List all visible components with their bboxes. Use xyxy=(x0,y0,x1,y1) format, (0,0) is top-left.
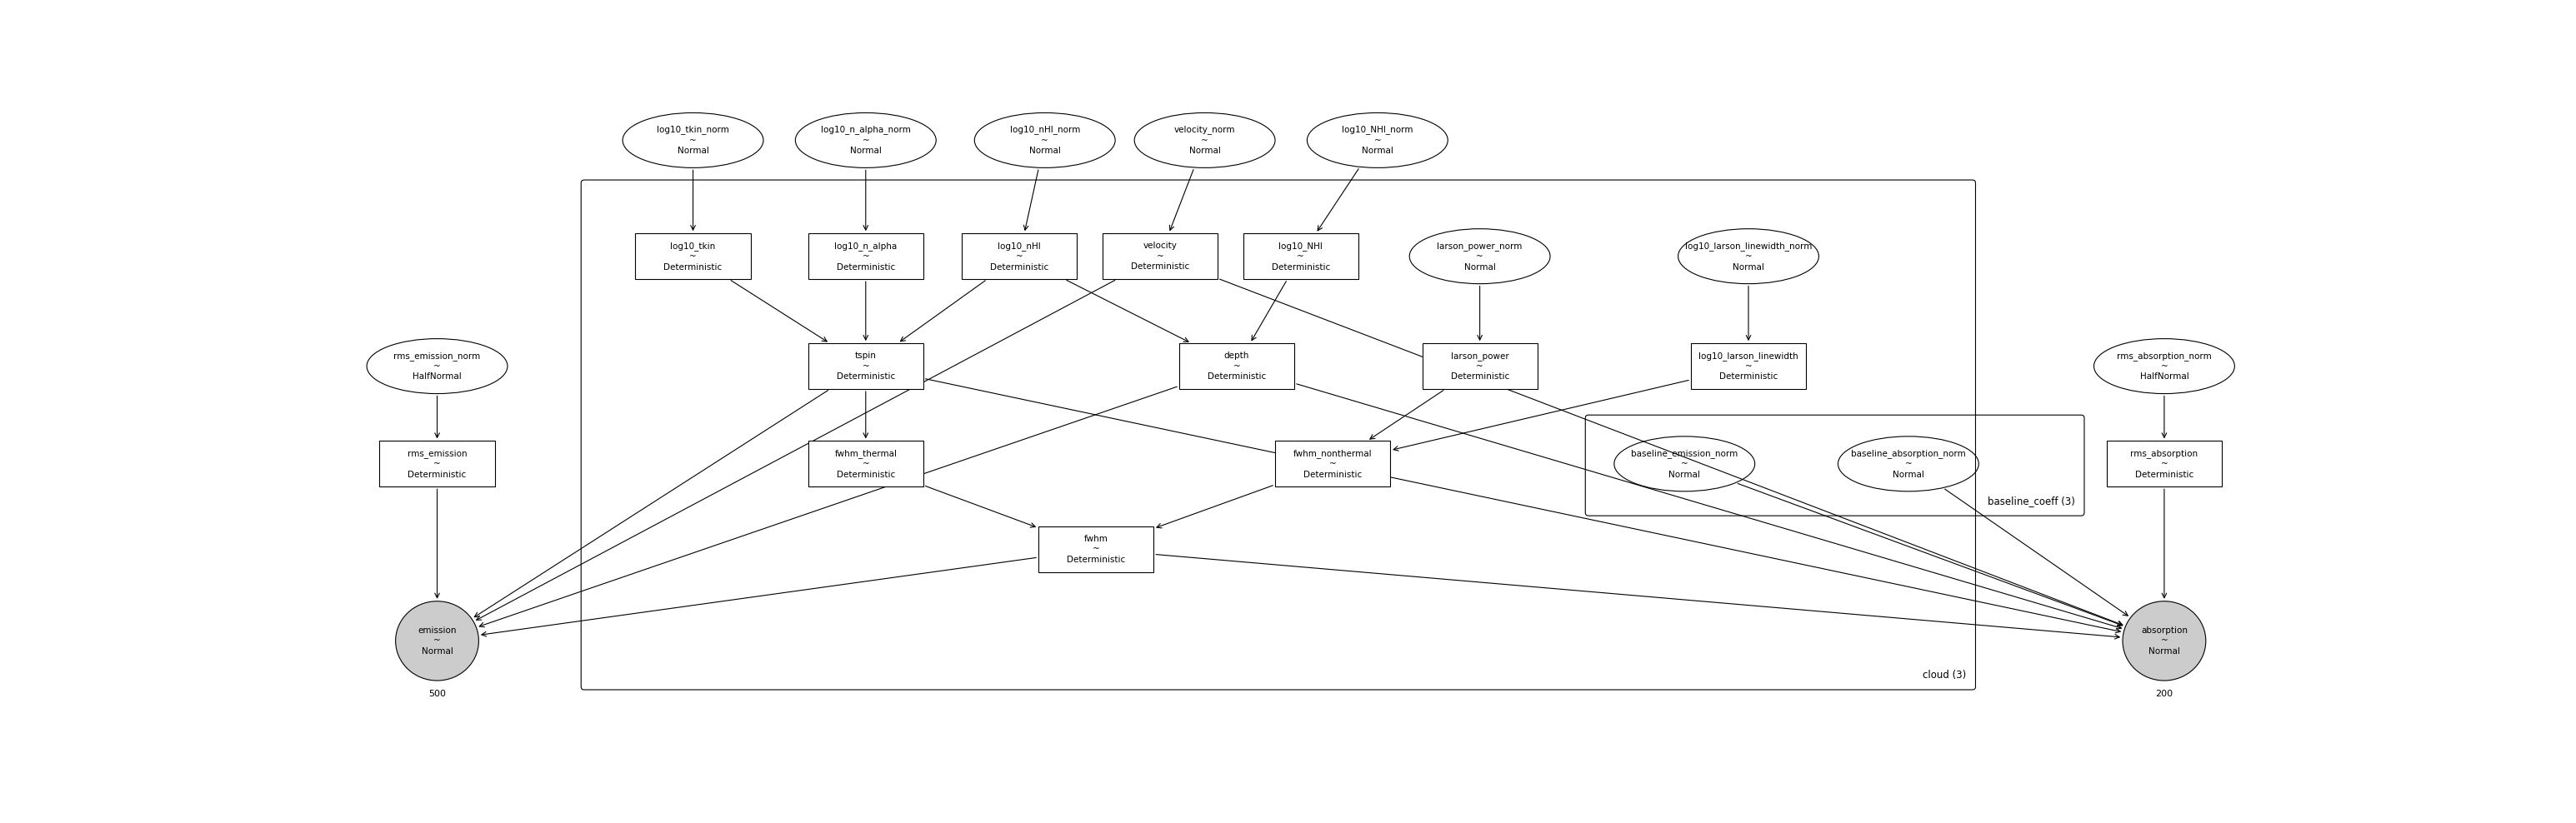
Text: log10_tkin
~
Deterministic: log10_tkin ~ Deterministic xyxy=(665,241,721,271)
Text: 200: 200 xyxy=(2156,690,2174,698)
Text: log10_larson_linewidth_norm
~
Normal: log10_larson_linewidth_norm ~ Normal xyxy=(1685,241,1811,271)
Text: cloud (3): cloud (3) xyxy=(1922,670,1965,681)
FancyBboxPatch shape xyxy=(1244,234,1358,279)
FancyBboxPatch shape xyxy=(1180,343,1293,389)
Text: depth
~
Deterministic: depth ~ Deterministic xyxy=(1208,351,1265,381)
Text: baseline_emission_norm
~
Normal: baseline_emission_norm ~ Normal xyxy=(1631,449,1739,479)
FancyBboxPatch shape xyxy=(636,234,750,279)
Text: log10_NHI
~
Deterministic: log10_NHI ~ Deterministic xyxy=(1273,241,1329,271)
Text: baseline_coeff (3): baseline_coeff (3) xyxy=(1986,495,2074,507)
Text: log10_nHI
~
Deterministic: log10_nHI ~ Deterministic xyxy=(989,241,1048,271)
Circle shape xyxy=(2123,602,2205,681)
Text: larson_power
~
Deterministic: larson_power ~ Deterministic xyxy=(1450,351,1510,381)
FancyBboxPatch shape xyxy=(809,343,922,389)
Text: log10_nHI_norm
~
Normal: log10_nHI_norm ~ Normal xyxy=(1010,125,1079,156)
Text: fwhm
~
Deterministic: fwhm ~ Deterministic xyxy=(1066,535,1126,564)
Text: log10_tkin_norm
~
Normal: log10_tkin_norm ~ Normal xyxy=(657,125,729,156)
Text: fwhm_nonthermal
~
Deterministic: fwhm_nonthermal ~ Deterministic xyxy=(1293,449,1373,479)
Text: velocity
~
Deterministic: velocity ~ Deterministic xyxy=(1131,242,1190,271)
FancyBboxPatch shape xyxy=(809,441,922,486)
Text: 500: 500 xyxy=(428,690,446,698)
FancyBboxPatch shape xyxy=(1422,343,1538,389)
FancyBboxPatch shape xyxy=(809,234,922,279)
Text: velocity_norm
~
Normal: velocity_norm ~ Normal xyxy=(1175,125,1236,156)
Text: log10_n_alpha
~
Deterministic: log10_n_alpha ~ Deterministic xyxy=(835,241,896,271)
Text: larson_power_norm
~
Normal: larson_power_norm ~ Normal xyxy=(1437,241,1522,271)
Circle shape xyxy=(397,602,479,681)
Text: baseline_absorption_norm
~
Normal: baseline_absorption_norm ~ Normal xyxy=(1852,449,1965,479)
Text: fwhm_thermal
~
Deterministic: fwhm_thermal ~ Deterministic xyxy=(835,449,896,479)
Text: log10_NHI_norm
~
Normal: log10_NHI_norm ~ Normal xyxy=(1342,125,1414,156)
Text: rms_emission
~
Deterministic: rms_emission ~ Deterministic xyxy=(407,449,466,479)
FancyBboxPatch shape xyxy=(1038,527,1154,572)
FancyBboxPatch shape xyxy=(1275,441,1391,486)
Text: rms_emission_norm
~
HalfNormal: rms_emission_norm ~ HalfNormal xyxy=(394,351,482,381)
Text: log10_n_alpha_norm
~
Normal: log10_n_alpha_norm ~ Normal xyxy=(822,125,912,156)
Text: absorption
~
Normal: absorption ~ Normal xyxy=(2141,626,2187,655)
FancyBboxPatch shape xyxy=(1690,343,1806,389)
FancyBboxPatch shape xyxy=(1103,234,1218,279)
FancyBboxPatch shape xyxy=(379,441,495,486)
Text: rms_absorption
~
Deterministic: rms_absorption ~ Deterministic xyxy=(2130,449,2197,479)
Text: tspin
~
Deterministic: tspin ~ Deterministic xyxy=(837,351,894,381)
FancyBboxPatch shape xyxy=(2107,441,2223,486)
Text: rms_absorption_norm
~
HalfNormal: rms_absorption_norm ~ HalfNormal xyxy=(2117,351,2213,381)
Text: emission
~
Normal: emission ~ Normal xyxy=(417,626,456,655)
Text: log10_larson_linewidth
~
Deterministic: log10_larson_linewidth ~ Deterministic xyxy=(1698,351,1798,381)
FancyBboxPatch shape xyxy=(961,234,1077,279)
